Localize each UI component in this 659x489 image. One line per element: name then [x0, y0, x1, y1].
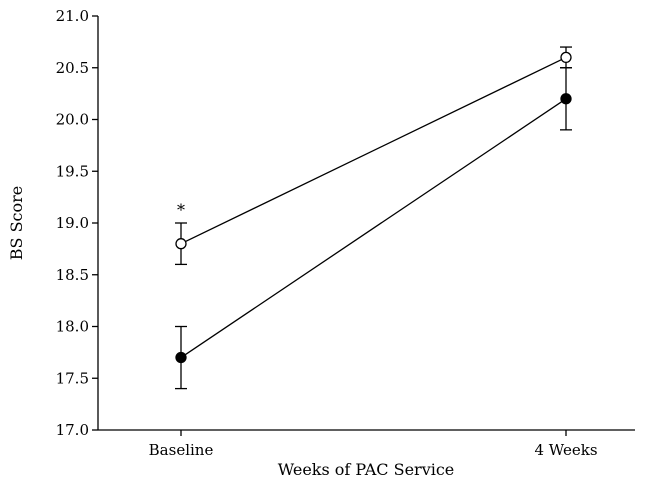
x-axis-label: Weeks of PAC Service — [278, 460, 455, 479]
series-line — [180, 56, 567, 245]
y-axis-label: BS Score — [7, 186, 26, 260]
x-axis: Baseline 4 Weeks — [98, 429, 635, 459]
data-point — [560, 51, 572, 64]
plot-area: * — [175, 46, 572, 390]
x-tick-label: Baseline — [149, 441, 214, 459]
x-tick-label: 4 Weeks — [534, 441, 597, 459]
y-tick-label: 18.0 — [56, 318, 89, 336]
series-line — [180, 98, 567, 359]
data-point — [560, 93, 572, 105]
y-tick-label: 21.0 — [56, 7, 89, 25]
y-tick-label: 19.5 — [56, 162, 89, 180]
y-tick-label: 17.0 — [56, 421, 89, 439]
series-1 — [175, 46, 572, 266]
data-point — [175, 238, 187, 250]
y-tick-label: 20.0 — [56, 111, 89, 129]
series-2 — [175, 67, 572, 390]
data-point — [175, 351, 187, 364]
y-tick-label: 20.5 — [56, 59, 89, 77]
y-tick-label: 17.5 — [56, 369, 89, 387]
y-tick-label: 19.0 — [56, 214, 89, 232]
y-axis: 17.0 17.5 18.0 18.5 19.0 19.5 20.0 20.5 21.0 — [56, 7, 99, 439]
significance-annotation: * — [177, 201, 185, 220]
y-tick-label: 18.5 — [56, 266, 89, 284]
